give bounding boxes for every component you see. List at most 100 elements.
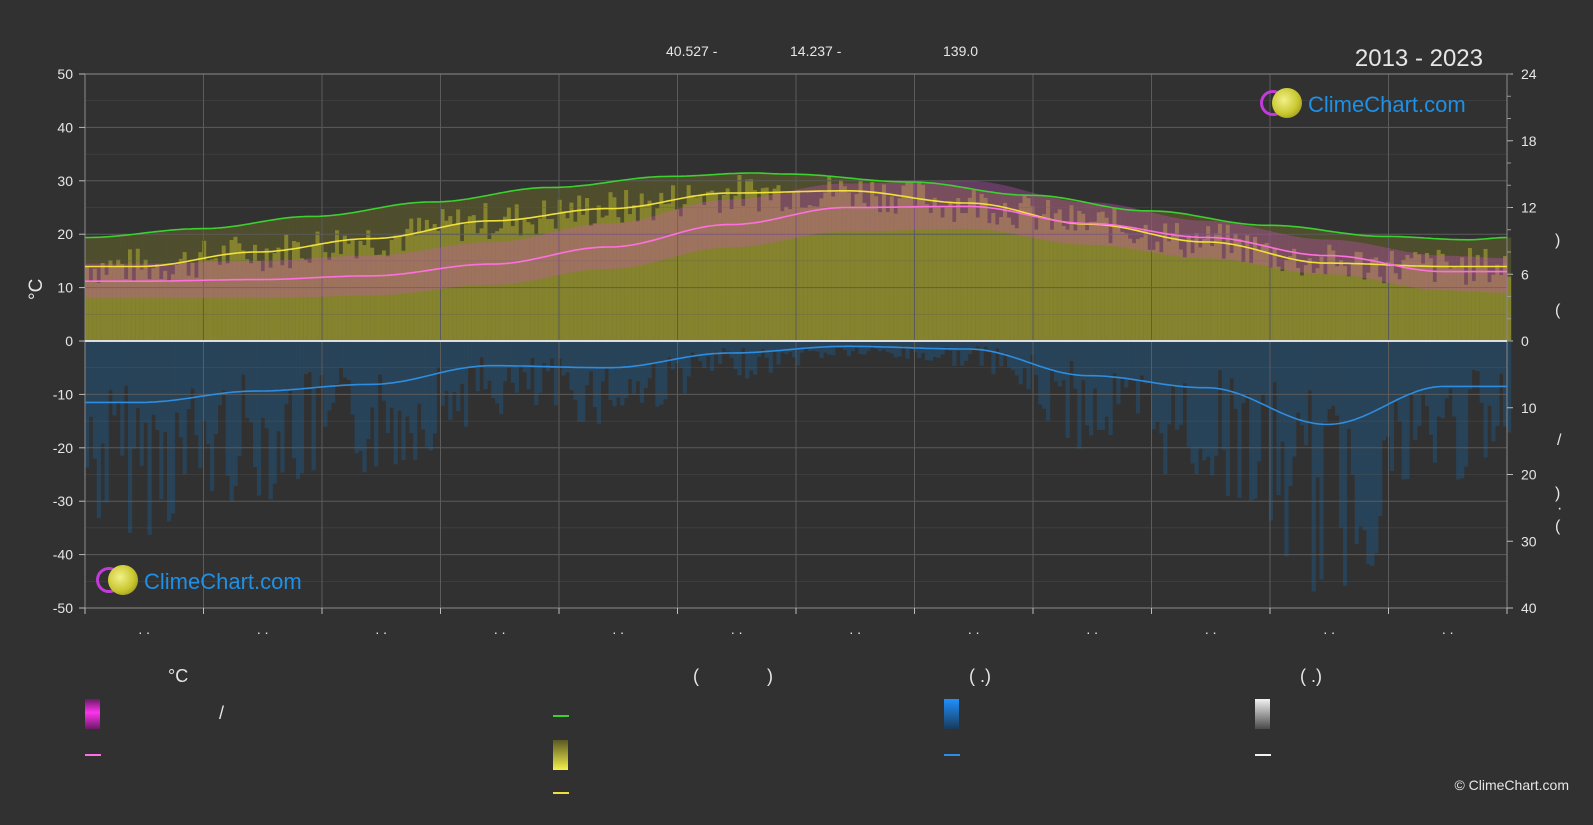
left-tick-label: 40	[57, 119, 73, 135]
precipitation-bar	[870, 341, 875, 346]
sunshine-bar	[221, 245, 226, 341]
precipitation-bar	[1280, 341, 1285, 442]
precipitation-bar	[811, 341, 816, 351]
precipitation-bar	[831, 341, 836, 356]
precipitation-bar	[960, 341, 965, 366]
precipitation-bar	[893, 341, 898, 358]
sunshine-bar	[346, 243, 351, 341]
sunshine-bar	[233, 236, 238, 341]
sunshine-bar	[358, 240, 363, 341]
sunshine-bar	[530, 224, 535, 341]
sunshine-bar	[678, 216, 683, 341]
sunshine-bar	[104, 274, 109, 341]
precipitation-line	[85, 345, 1507, 426]
precipitation-bar	[1272, 341, 1277, 383]
precipitation-bar	[88, 341, 94, 417]
sunshine-bar	[542, 200, 547, 341]
precipitation-bar	[788, 341, 793, 352]
precipitation-bar	[678, 341, 683, 368]
precipitation-bar	[921, 341, 926, 353]
precipitation-bar	[1104, 341, 1109, 417]
sunshine-bar	[495, 231, 500, 341]
sunshine-bar	[1112, 207, 1117, 341]
precipitation-bar	[1057, 341, 1062, 387]
precipitation-bar	[924, 341, 930, 361]
precipitation-bar	[377, 341, 383, 375]
precipitation-bar	[663, 341, 668, 400]
precipitation-bar	[319, 341, 324, 375]
left-tick-label: 10	[57, 280, 73, 296]
sunshine-bar	[870, 181, 875, 341]
sunshine-bar	[655, 208, 660, 341]
sunshine-bar	[694, 197, 699, 341]
precipitation-bar	[745, 341, 750, 379]
precipitation-bar	[198, 341, 203, 469]
sunshine-bar	[1296, 267, 1301, 341]
precipitation-bar	[1034, 341, 1039, 375]
precipitation-bar	[846, 341, 851, 357]
precipitation-bar	[713, 341, 719, 352]
sunshine-bar	[323, 252, 328, 341]
sunshine-bar	[1421, 263, 1426, 341]
sunshine-bar	[1167, 241, 1172, 341]
precipitation-bar	[127, 341, 133, 533]
precipitation-bar	[159, 341, 164, 500]
precipitation-bar	[573, 341, 578, 400]
precipitation-bar	[1151, 341, 1156, 430]
sunshine-bar	[1409, 258, 1414, 341]
sunshine-bar	[569, 202, 574, 341]
sunshine-bar	[1370, 258, 1375, 341]
sunshine-bar	[667, 203, 672, 341]
precipitation-bar	[530, 341, 535, 358]
sunshine-bar	[983, 197, 988, 341]
precipitation-bar	[1276, 341, 1281, 496]
precipitation-bar	[323, 341, 328, 427]
sunshine-bar	[483, 203, 488, 341]
climechart-logo-top[interactable]: ClimeChart.com	[1260, 88, 1466, 122]
month-tick-label: . .	[1086, 621, 1098, 637]
precipitation-bar	[1022, 341, 1027, 368]
precipitation-bar	[1100, 341, 1105, 431]
sunshine-bar	[100, 262, 105, 341]
precipitation-bar	[776, 341, 781, 365]
sunshine-bar	[1249, 262, 1254, 341]
sunshine-bar	[596, 205, 601, 341]
sunshine-bar	[1385, 261, 1391, 341]
precipitation-bar	[979, 341, 984, 366]
precipitation-bar	[495, 341, 500, 404]
precipitation-bar	[124, 341, 129, 386]
sunshine-bar	[92, 268, 98, 341]
precipitation-bar	[1405, 341, 1410, 480]
right-axis-glyph-3: /	[1557, 432, 1562, 449]
climechart-logo-bottom[interactable]: ClimeChart.com	[96, 565, 302, 599]
sunshine-bar	[1038, 216, 1043, 341]
precipitation-bar	[487, 341, 492, 381]
precipitation-bar	[741, 341, 746, 349]
precipitation-bar	[1460, 341, 1465, 479]
sunshine-bar	[659, 192, 664, 341]
sunshine-bar	[206, 260, 211, 341]
latitude-readout: 40.527 -	[666, 43, 718, 59]
precipitation-bar	[170, 341, 176, 514]
sunshine-bar	[194, 277, 199, 341]
precipitation-bar	[331, 341, 336, 403]
precipitation-bar	[1327, 341, 1332, 410]
precipitation-bar	[1088, 341, 1094, 436]
precipitation-bar	[256, 341, 262, 496]
precipitation-bar	[284, 341, 289, 405]
sunshine-bar	[479, 228, 484, 341]
sunshine-bar	[448, 216, 453, 341]
sunshine-bar	[276, 247, 281, 341]
right-axis-glyph-4: )	[1555, 485, 1561, 502]
precipitation-bar	[952, 341, 957, 366]
sunshine-bar	[850, 206, 855, 341]
sunshine-bar	[764, 187, 769, 341]
sunshine-bar	[1073, 230, 1078, 341]
sunshine-bar	[1046, 200, 1051, 341]
sunshine-bar	[1350, 263, 1355, 341]
sunshine-bar	[913, 205, 918, 341]
precipitation-bar	[862, 341, 867, 355]
sunshine-bar	[713, 194, 719, 341]
precipitation-bar	[1217, 341, 1223, 371]
sunshine-bar	[573, 221, 578, 341]
